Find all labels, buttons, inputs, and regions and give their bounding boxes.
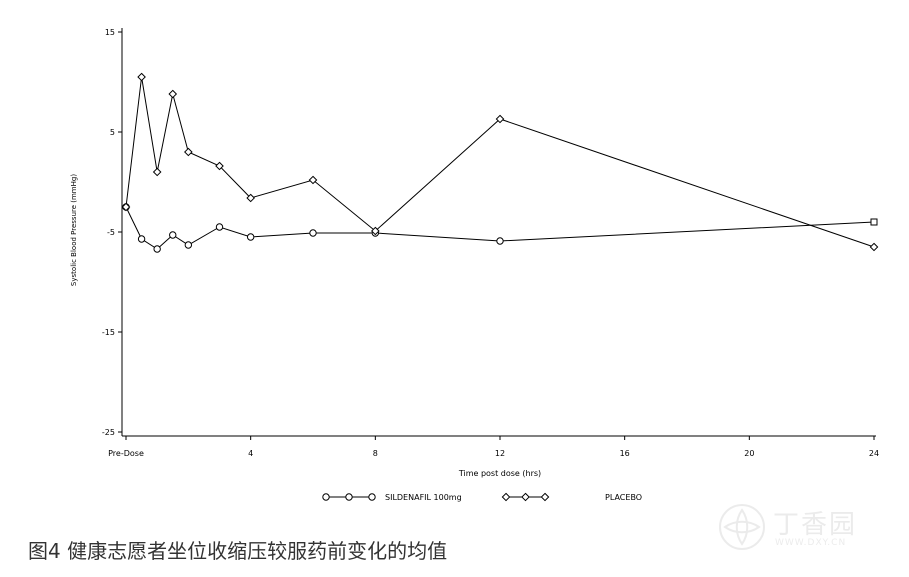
y-axis-label: Systolic Blood Pressure (mmHg) [70, 174, 78, 286]
series-sildenafil-100mg [122, 203, 878, 253]
x-axis-ticks: Pre-Dose 4 8 12 16 20 24 [108, 436, 879, 458]
data-point [869, 242, 879, 252]
x-tick-label: 4 [248, 449, 253, 458]
figure-caption: 图4 健康志愿者坐位收缩压较服药前变化的均值 [28, 539, 448, 563]
y-axis-ticks: 15 5 -5 -15 -25 [102, 28, 122, 437]
data-point [870, 218, 878, 226]
y-tick-label: -5 [107, 228, 115, 237]
series-line [125, 76, 875, 248]
dxy-logo-icon [719, 504, 765, 550]
x-tick-label: 8 [373, 449, 378, 458]
x-tick-label: 24 [869, 449, 879, 458]
watermark-name: 丁香园 [773, 510, 858, 540]
legend-marker [501, 492, 511, 502]
legend-label: SILDENAFIL 100mg [385, 493, 462, 502]
legend: SILDENAFIL 100mg PLACEBO [322, 492, 642, 502]
y-tick-label: -25 [102, 428, 115, 437]
data-point [215, 161, 224, 171]
data-point [215, 223, 224, 231]
y-tick-label: 15 [105, 28, 115, 37]
data-point [169, 231, 177, 239]
legend-marker [322, 493, 330, 501]
data-point [152, 167, 162, 177]
data-point [495, 114, 505, 124]
chart: 15 5 -5 -15 -25 Pre-Dose 4 8 12 16 20 24 Systolic … [70, 28, 879, 502]
x-tick-label: 16 [620, 449, 630, 458]
legend-marker [345, 493, 353, 501]
series-group [121, 72, 879, 253]
x-axis-label: Time post dose (hrs) [458, 469, 541, 478]
data-point [137, 72, 146, 82]
legend-item-placebo: PLACEBO [501, 492, 642, 502]
series-placebo [121, 72, 879, 252]
watermark: 丁香园 WWW.DXY.CN [715, 500, 900, 555]
legend-marker [540, 492, 550, 502]
data-point [309, 229, 317, 237]
data-point [137, 235, 146, 243]
data-point [371, 226, 380, 236]
y-tick-label: -15 [102, 328, 115, 337]
x-tick-label: Pre-Dose [108, 449, 144, 458]
data-point [246, 193, 255, 203]
data-point [168, 89, 178, 99]
y-tick-label: 5 [110, 128, 115, 137]
data-point [496, 237, 504, 245]
watermark-url: WWW.DXY.CN [775, 538, 847, 548]
data-point [184, 241, 193, 249]
legend-marker [368, 493, 376, 501]
x-tick-label: 12 [495, 449, 505, 458]
data-point [153, 245, 161, 253]
data-point [308, 175, 318, 185]
x-tick-label: 20 [744, 449, 754, 458]
data-point [121, 202, 131, 212]
legend-marker [521, 492, 530, 502]
legend-label: PLACEBO [605, 493, 642, 502]
data-point [246, 233, 255, 241]
data-point [184, 147, 193, 157]
legend-item-sildenafil-100mg: SILDENAFIL 100mg [322, 493, 462, 502]
